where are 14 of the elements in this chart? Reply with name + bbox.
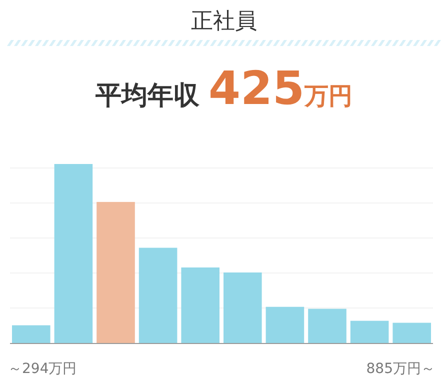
bar xyxy=(12,325,50,343)
bar xyxy=(392,322,431,343)
bar xyxy=(350,320,389,343)
bar xyxy=(138,248,178,343)
x-tick-label: ～294万円 xyxy=(8,361,77,377)
bar xyxy=(96,202,135,343)
bar xyxy=(54,164,93,343)
bar xyxy=(224,272,262,343)
bar xyxy=(266,306,304,343)
bar xyxy=(181,267,220,343)
chart-title: 正社員 xyxy=(191,9,257,34)
chart-subtitle: 平均年収 425万円 xyxy=(94,61,353,115)
bar xyxy=(308,308,346,343)
x-tick-label: 885万円～ xyxy=(366,361,435,377)
